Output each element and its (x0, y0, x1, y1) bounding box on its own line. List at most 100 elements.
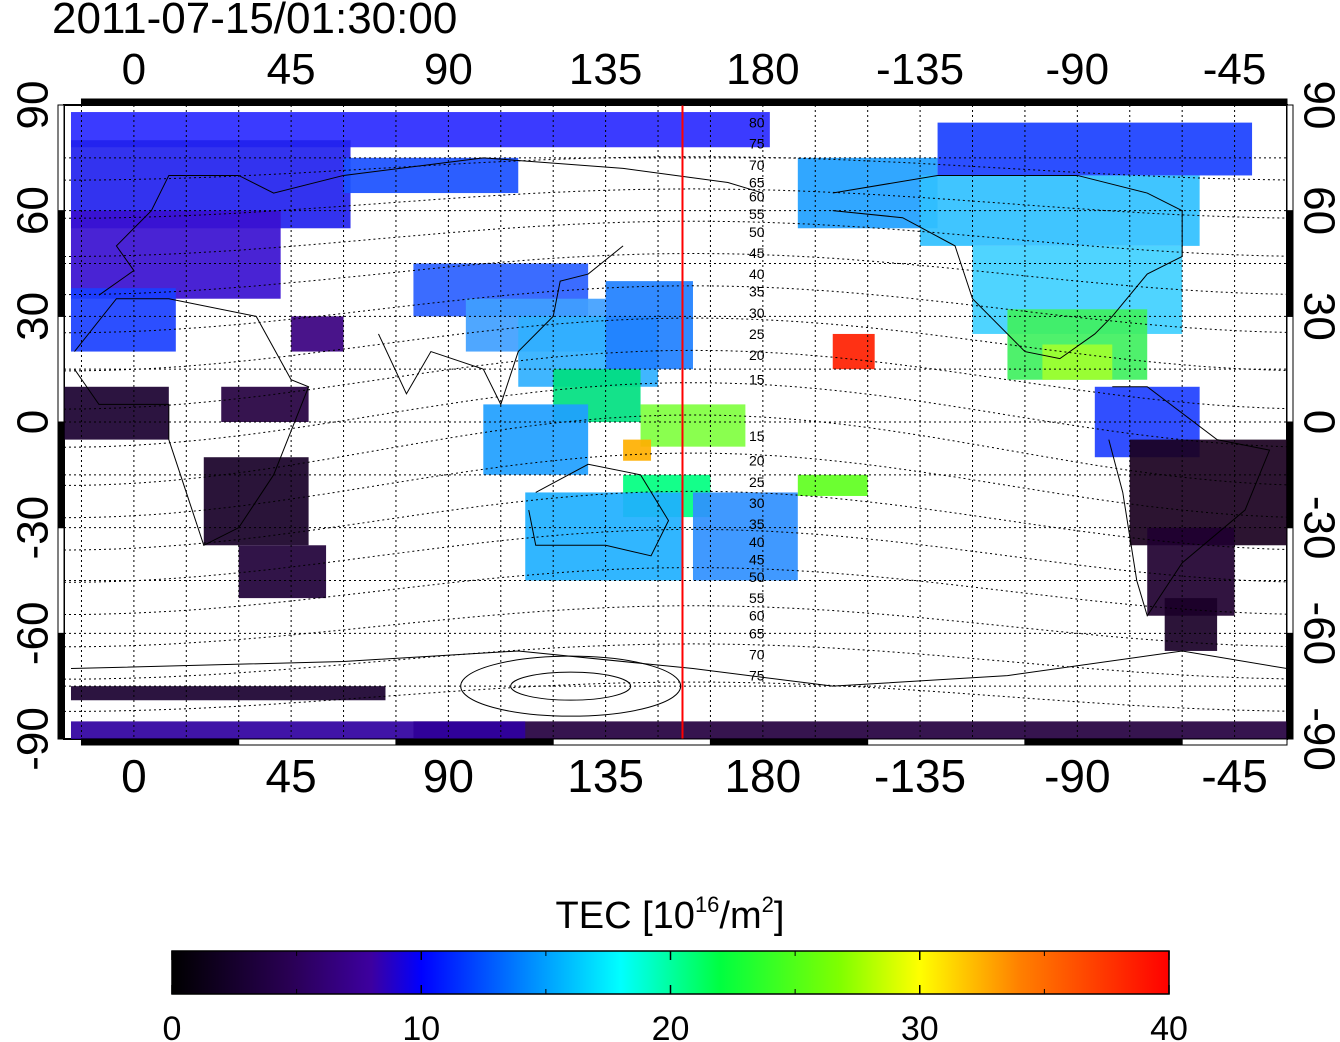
map-gridlines (64, 105, 1287, 739)
tec-region (238, 545, 327, 599)
bottom-axis-bar (867, 738, 1026, 746)
contour-label: 60 (749, 189, 765, 205)
contour-label: 20 (749, 453, 765, 469)
right-axis-bar (1286, 104, 1294, 212)
right-axis-bar (1286, 210, 1294, 317)
colorbar-tick-label: 20 (652, 1010, 690, 1042)
right-lat-label: 60 (1294, 186, 1340, 235)
coastline (378, 245, 624, 406)
right-axis-bar (1286, 315, 1294, 423)
top-axis-bar (552, 98, 711, 106)
top-lon-label: -90 (1046, 45, 1110, 94)
contour-line (64, 382, 1287, 448)
contour-label: 55 (749, 590, 765, 606)
contour-label: 40 (749, 534, 765, 550)
contour-labels: 8075706560555045403530252015152025303540… (749, 115, 765, 684)
magnetic-contours (64, 156, 1287, 717)
left-axis-bar (57, 104, 65, 212)
left-axis-bar (57, 421, 65, 529)
contour-label: 60 (749, 608, 765, 624)
contour-line (64, 681, 1287, 712)
left-lat-label: 30 (9, 292, 58, 341)
tec-region (70, 288, 176, 352)
top-lon-label: 90 (424, 45, 473, 94)
colorbar-tick-label: 0 (163, 1010, 182, 1042)
contour-line (64, 643, 1287, 680)
colorbar-tick-label: 40 (1150, 1010, 1188, 1042)
right-axis-bar (1286, 527, 1294, 634)
coastline (528, 463, 670, 557)
bottom-lon-label: 135 (567, 750, 644, 802)
bottom-lon-label: 90 (423, 750, 474, 802)
tec-region (483, 404, 589, 475)
contour-label: 75 (749, 668, 765, 684)
contour-label: 80 (749, 115, 765, 131)
left-axis-bar (57, 632, 65, 740)
bottom-lon-label: -135 (874, 750, 966, 802)
tec-region (1042, 344, 1113, 380)
tec-region (64, 386, 169, 440)
bottom-lon-label: 0 (121, 750, 147, 802)
right-axis-bar (1286, 421, 1294, 529)
top-axis-bar (709, 98, 869, 106)
tec-region (937, 122, 1253, 176)
top-lon-label: 0 (122, 45, 146, 94)
top-axis-bar (238, 98, 397, 106)
bottom-axis-bar (395, 738, 554, 746)
left-lat-label: 0 (9, 410, 58, 434)
tec-region (623, 439, 652, 461)
top-lon-label: 180 (726, 45, 799, 94)
bottom-lon-label: 45 (266, 750, 317, 802)
colorbar-label: TEC [1016/m2] (556, 892, 785, 937)
left-axis-bar (57, 527, 65, 634)
contour-label: 45 (749, 551, 765, 567)
colorbar-tick-label: 30 (901, 1010, 939, 1042)
contour-label: 30 (749, 305, 765, 321)
contour-label: 15 (749, 428, 765, 444)
contour-label: 30 (749, 495, 765, 511)
colorbar-tick-label: 10 (402, 1010, 440, 1042)
right-lat-label: 30 (1294, 292, 1340, 341)
tec-region (797, 474, 868, 496)
tec-region (797, 157, 938, 229)
right-lat-label: 0 (1294, 410, 1340, 434)
top-axis-bar (395, 98, 554, 106)
right-axis-bar (1286, 632, 1294, 740)
tec-data-layer (64, 112, 1287, 739)
contour-line (64, 220, 1287, 257)
contour-line (64, 452, 1287, 519)
top-lon-label: 45 (267, 45, 316, 94)
top-axis-bar (80, 98, 240, 106)
contour-label: 25 (749, 326, 765, 342)
contour-label: 70 (749, 646, 765, 662)
right-lat-label: 90 (1294, 81, 1340, 130)
contour-label: 70 (749, 157, 765, 173)
contour-line (64, 252, 1287, 296)
contour-label: 65 (749, 174, 765, 190)
contour-line (64, 188, 1287, 219)
bottom-axis-bar (238, 738, 397, 746)
bottom-axis-bar (1024, 738, 1183, 746)
right-lat-label: -60 (1294, 602, 1340, 666)
top-axis-bar (867, 98, 1026, 106)
contour-label: 35 (749, 516, 765, 532)
top-lon-label: -45 (1203, 45, 1267, 94)
left-lat-label: -30 (9, 496, 58, 560)
coastline (74, 298, 310, 546)
top-axis-bar (1181, 98, 1288, 106)
tec-region (70, 721, 526, 739)
bottom-axis-bar (1181, 738, 1288, 746)
left-lat-label: 60 (9, 186, 58, 235)
left-lat-label: -60 (9, 602, 58, 666)
bottom-lon-label: -90 (1044, 750, 1110, 802)
tec-region (605, 281, 693, 370)
contour-line (64, 414, 1287, 486)
coastline (70, 650, 1287, 687)
bottom-lon-label: 180 (724, 750, 801, 802)
tec-region (640, 404, 746, 447)
tec-region (291, 316, 344, 352)
contour-label: 75 (749, 136, 765, 152)
contour-line (64, 605, 1287, 648)
top-lon-label: -135 (876, 45, 964, 94)
